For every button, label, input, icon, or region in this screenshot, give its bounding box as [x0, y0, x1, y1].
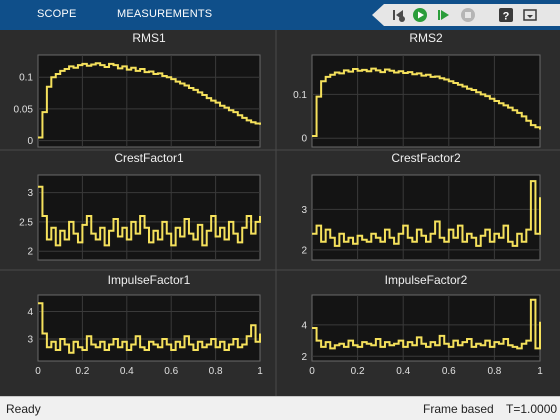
- signal-line: [38, 302, 261, 354]
- svg-text:?: ?: [503, 11, 510, 23]
- plot-title: ImpulseFactor1: [108, 273, 191, 287]
- x-tick-label: 1: [257, 366, 263, 377]
- y-tick-label: 2: [27, 247, 33, 258]
- stop-icon[interactable]: [460, 7, 476, 23]
- signal-line: [312, 67, 541, 138]
- status-time: T=1.0000: [506, 402, 558, 416]
- x-tick-label: 0.2: [75, 366, 89, 377]
- scope-display: 0 0.05 0.1 RMS1 0 0.1 RMS2 2 2.5 3 CrestFactor1 2 3 C…: [0, 30, 560, 396]
- plot-title: RMS1: [132, 31, 166, 45]
- y-tick-label: 3: [27, 188, 33, 199]
- y-tick-label: 3: [27, 335, 33, 346]
- plot-rms2[interactable]: 0 0.1 RMS2: [293, 31, 541, 148]
- step-back-icon[interactable]: [390, 7, 406, 23]
- tab-measurements[interactable]: MEASUREMENTS: [117, 8, 213, 20]
- x-tick-label: 0.6: [164, 366, 178, 377]
- plot-impulsefactor2[interactable]: 2 4 0 0.2 0.4 0.6 0.8 1 ImpulseFactor2: [301, 273, 543, 377]
- y-tick-label: 4: [301, 320, 307, 331]
- y-tick-label: 0: [27, 136, 33, 147]
- plot-title: CrestFactor1: [114, 151, 184, 165]
- x-tick-label: 0.6: [442, 366, 456, 377]
- y-tick-label: 0.05: [14, 104, 34, 115]
- signal-line: [38, 185, 261, 247]
- plot-crestfactor1[interactable]: 2 2.5 3 CrestFactor1: [19, 151, 261, 261]
- x-tick-label: 0.4: [396, 366, 410, 377]
- axes-background: [37, 54, 261, 148]
- status-mode: Frame based: [423, 402, 494, 416]
- simulation-controls: ?: [372, 4, 560, 26]
- x-tick-label: 0: [35, 366, 41, 377]
- x-tick-label: 0.8: [209, 366, 223, 377]
- toolstrip: SCOPE MEASUREMENTS ?: [0, 0, 560, 30]
- axes-background: [311, 174, 541, 261]
- plot-rms1[interactable]: 0 0.05 0.1 RMS1: [14, 31, 261, 148]
- plot-title: RMS2: [409, 31, 443, 45]
- y-tick-label: 0: [301, 134, 307, 145]
- axes-background: [37, 294, 261, 362]
- axes-background: [37, 174, 261, 261]
- x-tick-label: 0.4: [120, 366, 134, 377]
- x-tick-label: 0.2: [351, 366, 365, 377]
- run-icon[interactable]: [412, 7, 428, 23]
- plot-crestfactor2[interactable]: 2 3 CrestFactor2: [301, 151, 541, 261]
- status-bar: Ready Frame based T=1.0000: [0, 396, 560, 420]
- y-tick-label: 2: [301, 352, 307, 363]
- axes-background: [311, 54, 541, 148]
- y-tick-label: 3: [301, 205, 307, 216]
- x-tick-label: 0.8: [487, 366, 501, 377]
- plot-title: ImpulseFactor2: [385, 273, 468, 287]
- axes-background: [311, 294, 541, 362]
- plot-title: CrestFactor2: [391, 151, 461, 165]
- signal-line: [312, 180, 541, 247]
- scope-plots: 0 0.05 0.1 RMS1 0 0.1 RMS2 2 2.5 3 CrestFactor1 2 3 C…: [0, 30, 560, 396]
- step-forward-icon[interactable]: [436, 7, 452, 23]
- tab-scope[interactable]: SCOPE: [37, 8, 77, 20]
- y-tick-label: 0.1: [19, 73, 33, 84]
- undock-icon[interactable]: [522, 7, 538, 23]
- x-tick-label: 1: [537, 366, 543, 377]
- y-tick-label: 2.5: [19, 217, 33, 228]
- help-icon[interactable]: ?: [498, 7, 514, 23]
- x-tick-label: 0: [309, 366, 315, 377]
- y-tick-label: 4: [27, 307, 33, 318]
- signal-line: [312, 298, 541, 350]
- status-ready: Ready: [6, 402, 41, 416]
- plot-impulsefactor1[interactable]: 3 4 0 0.2 0.4 0.6 0.8 1 ImpulseFactor1: [27, 273, 263, 377]
- y-tick-label: 2: [301, 245, 307, 256]
- y-tick-label: 0.1: [293, 90, 307, 101]
- signal-line: [38, 62, 261, 139]
